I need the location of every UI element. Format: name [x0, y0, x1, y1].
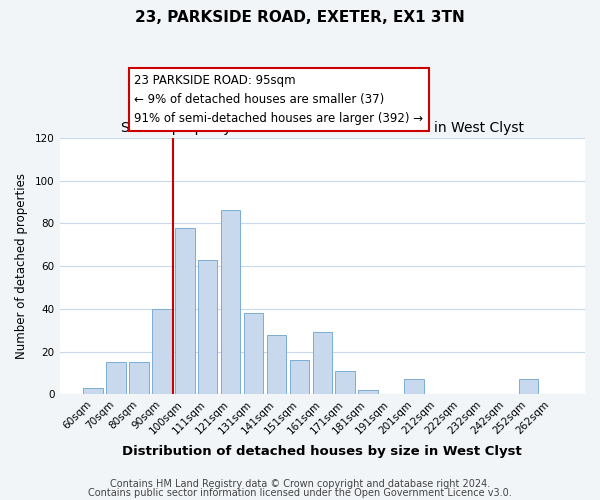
- Bar: [244, 313, 263, 394]
- Bar: [519, 380, 538, 394]
- X-axis label: Distribution of detached houses by size in West Clyst: Distribution of detached houses by size …: [122, 444, 522, 458]
- Text: 23, PARKSIDE ROAD, EXETER, EX1 3TN: 23, PARKSIDE ROAD, EXETER, EX1 3TN: [135, 10, 465, 25]
- Bar: [335, 371, 355, 394]
- Bar: [106, 362, 126, 394]
- Bar: [358, 390, 378, 394]
- Text: Contains HM Land Registry data © Crown copyright and database right 2024.: Contains HM Land Registry data © Crown c…: [110, 479, 490, 489]
- Bar: [290, 360, 309, 394]
- Title: Size of property relative to detached houses in West Clyst: Size of property relative to detached ho…: [121, 121, 524, 135]
- Bar: [404, 380, 424, 394]
- Y-axis label: Number of detached properties: Number of detached properties: [15, 173, 28, 359]
- Bar: [129, 362, 149, 394]
- Bar: [267, 334, 286, 394]
- Bar: [313, 332, 332, 394]
- Bar: [152, 309, 172, 394]
- Bar: [221, 210, 241, 394]
- Bar: [83, 388, 103, 394]
- Text: Contains public sector information licensed under the Open Government Licence v3: Contains public sector information licen…: [88, 488, 512, 498]
- Bar: [198, 260, 217, 394]
- Bar: [175, 228, 194, 394]
- Text: 23 PARKSIDE ROAD: 95sqm
← 9% of detached houses are smaller (37)
91% of semi-det: 23 PARKSIDE ROAD: 95sqm ← 9% of detached…: [134, 74, 424, 125]
